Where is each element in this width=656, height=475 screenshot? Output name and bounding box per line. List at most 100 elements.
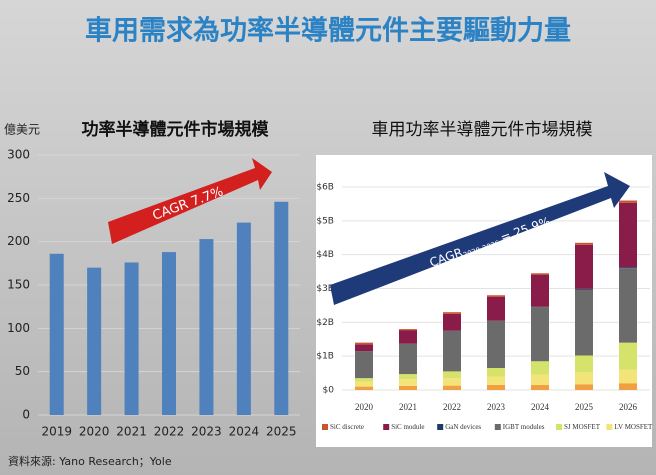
legend-label: SJ MOSFET [564,423,601,431]
bar-segment [575,244,593,289]
bar-segment [487,368,505,377]
y-axis-label: 億美元 [4,123,40,137]
legend-swatch [556,424,562,430]
y-tick-label: $4B [316,250,334,260]
bar [124,262,139,415]
bar-segment [443,371,461,379]
bar-segment [531,273,549,275]
bar-segment [531,361,549,375]
bar [162,252,176,415]
bar-segment [531,307,549,362]
bar-segment [399,379,417,386]
bar-segment [355,342,373,345]
bar-segment [487,384,505,390]
bar-segment [487,320,505,369]
chart-title: 車用功率半導體元件市場規模 [372,120,593,140]
bar-segment [575,372,593,385]
cagr-arrow [330,172,630,305]
x-tick-label: 2025 [266,425,297,439]
bar-segment [443,313,461,331]
bar-segment [443,312,461,314]
bar-segment [619,202,637,268]
bar-segment [619,200,637,203]
bar-segment [575,242,593,245]
legend-swatch [383,424,390,430]
x-tick-label: 2021 [116,425,147,439]
x-tick-label: 2021 [399,402,417,412]
x-tick-label: 2024 [531,402,550,412]
x-tick-label: 2022 [443,402,461,412]
y-tick-label: $2B [316,318,334,328]
plots: 0 50 100 150 200 250 300 2019 2020 2021 2022 2023 20… [7,148,653,439]
bar-segment [575,289,593,356]
x-tick-label: 2020 [355,402,374,412]
x-tick-label: 2024 [229,425,260,439]
cagr-arrow [108,158,272,244]
bar-segment [399,329,417,331]
y-tick-label: 150 [7,278,30,292]
y-tick-label: 300 [7,148,30,162]
bar-segment [487,295,505,297]
y-tick-label: $5B [316,216,334,226]
bar-segment [487,296,505,321]
source: 資料來源: Yano Research；Yole [8,454,172,468]
y-tick-label: $6B [316,183,334,193]
bar-segment [619,369,637,384]
y-tick-label: 250 [7,191,30,205]
chart-title: 功率半導體元件市場規模 [82,119,270,140]
legend-label: SiC module [391,423,424,431]
bar-segment [619,267,637,269]
bar-segment [355,344,373,352]
legend-label: GaN devices [445,423,481,431]
bar-segment [531,384,549,390]
y-tick-label: 100 [7,321,30,335]
y-tick-label: 0 [22,408,30,422]
bar [236,222,251,415]
legend-swatch [322,424,328,430]
x-tick-label: 2023 [487,402,506,412]
bar [49,253,64,415]
bar-segment [575,384,593,390]
legend-label: IGBT modules [503,423,545,431]
bar-segment [399,330,417,344]
page-title: 車用需求為功率半導體元件主要驅動力量 [85,15,571,47]
bar-segment [355,378,373,382]
bar-segment [399,343,417,375]
legend-swatch [494,424,501,430]
bar-segment [355,386,373,390]
bar-segment [443,378,461,386]
legend-label: SiC discrete [330,423,364,431]
bar-segment [443,330,461,372]
x-tick-label: 2022 [154,425,185,439]
bar-segment [575,288,593,290]
bar [199,239,214,415]
x-tick-label: 2025 [575,402,594,412]
bar-segment [619,383,637,390]
x-tick-label: 2026 [619,402,638,412]
x-tick-label: 2019 [41,425,72,439]
legend-label: LV MOSFET [614,423,653,431]
x-tick-label: 2023 [191,425,222,439]
bar-segment [619,342,637,370]
bar-segment [531,374,549,385]
bar-segment [399,374,417,380]
bar-segment [355,351,373,379]
y-tick-label: $3B [316,284,334,294]
legend-swatch [606,424,613,430]
legend-swatch [437,424,444,430]
bar-segment [443,385,461,390]
bar [87,267,102,415]
x-tick-label: 2020 [79,425,110,439]
bar-segment [619,268,637,343]
y-tick-label: 200 [7,234,30,248]
bar-segment [531,274,549,307]
bar [274,201,289,415]
bar-segment [487,376,505,385]
bar-segment [575,355,593,373]
y-tick-label: $0 [323,386,335,396]
y-tick-label: $1B [316,352,334,362]
y-tick-label: 50 [15,364,30,378]
bar-segment [399,385,417,390]
bar-segment [355,381,373,387]
